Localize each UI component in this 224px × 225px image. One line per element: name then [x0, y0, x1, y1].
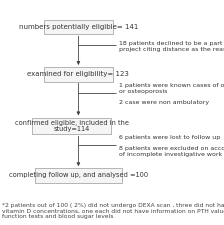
Text: 1 patients were known cases of osteopenia
or osteoporosis

2 case were non ambul: 1 patients were known cases of osteopeni…	[119, 83, 224, 105]
FancyBboxPatch shape	[35, 168, 122, 183]
FancyBboxPatch shape	[44, 20, 113, 34]
Text: 6 patients were lost to follow up

8 patients were excluded on account
of incomp: 6 patients were lost to follow up 8 pati…	[119, 135, 224, 157]
Text: *2 patients out of 100 ( 2%) did not undergo DEXA scan , three did not have seru: *2 patients out of 100 ( 2%) did not und…	[2, 202, 224, 219]
Text: 18 patients declined to be a part of the
project citing distance as the reason: 18 patients declined to be a part of the…	[119, 41, 224, 52]
FancyBboxPatch shape	[44, 67, 113, 81]
FancyBboxPatch shape	[32, 117, 111, 134]
Text: examined for eligibility= 123: examined for eligibility= 123	[28, 71, 129, 77]
Text: completing follow up, and analysed =100: completing follow up, and analysed =100	[9, 173, 148, 178]
Text: numbers potentially eligible= 141: numbers potentially eligible= 141	[19, 24, 138, 30]
Text: confirmed eligible, included in the
study=114: confirmed eligible, included in the stud…	[15, 119, 129, 133]
